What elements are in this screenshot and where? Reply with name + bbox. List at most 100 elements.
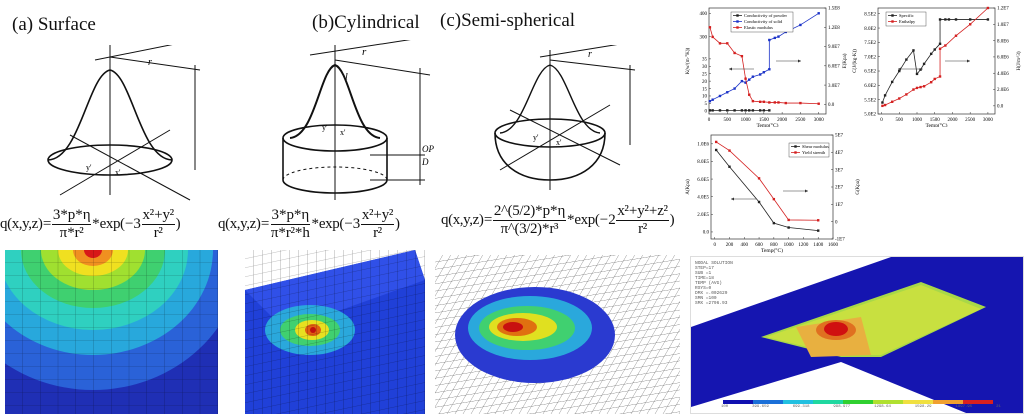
x-tick-label: 3000 <box>814 118 825 123</box>
formula-close: ) <box>175 216 181 232</box>
data-point <box>733 51 736 55</box>
data-point <box>938 75 942 78</box>
conductivity-modulus-chart: 0 500 1000 1500 2000 2500 3000 0 5 10 15 20 25 30 35 30… <box>686 7 848 127</box>
x-tick-label: 200 <box>726 243 734 248</box>
simulation-info-line: TIME=18 <box>695 276 714 281</box>
data-point <box>933 77 936 81</box>
data-point <box>758 100 762 103</box>
data-point <box>912 49 915 52</box>
x-tick-label: 1600 <box>828 243 839 248</box>
x-tick-label: 2000 <box>947 118 958 123</box>
data-point <box>947 18 951 21</box>
y2-tick-label: 1.0E7 <box>997 23 1009 28</box>
x-tick-label: 400 <box>741 243 749 248</box>
legend-label: Enthalpy <box>899 19 916 24</box>
depth-label: D <box>421 157 429 167</box>
legend-swatch <box>783 400 813 404</box>
data-point <box>905 93 908 96</box>
data-point <box>938 47 942 50</box>
data-point <box>728 165 731 168</box>
y-label: y' <box>86 163 92 172</box>
data-point <box>773 36 777 40</box>
formula-exp-numerator: x² + y² <box>360 207 394 225</box>
data-point <box>751 75 755 78</box>
formula-denominator: π^(3/2) * r³ <box>500 221 559 237</box>
x-tick-label: 800 <box>770 243 778 248</box>
x-label: x' <box>340 128 346 137</box>
data-point <box>744 109 747 112</box>
data-point <box>740 79 744 83</box>
legend-swatch <box>843 400 873 404</box>
y2-tick-label: 1.2E8 <box>828 26 840 31</box>
x-tick-label: 500 <box>896 118 904 123</box>
formula-exp: * exp( − 3 <box>311 216 360 232</box>
data-point <box>758 73 762 76</box>
shear-yield-chart: 0 200 400 600 800 1000 1200 1400 1600 0.0 2.0E5 4.0… <box>686 134 861 254</box>
panel-c-label: (c)Semi-spherical <box>440 10 576 31</box>
panel-b-label: (b)Cylindrical <box>312 12 420 33</box>
legend-swatch <box>903 400 933 404</box>
y2-tick-label: 4E7 <box>835 151 844 156</box>
x-tick-label: 2500 <box>965 118 976 123</box>
data-point <box>890 80 894 84</box>
data-point <box>762 100 766 103</box>
left-arrow-head <box>731 197 734 201</box>
x-tick-label: 1000 <box>912 118 923 123</box>
formula-numerator: 3 * p * η <box>270 207 310 225</box>
x-tick-label: 1500 <box>930 118 941 123</box>
x-tick-label: 500 <box>724 118 732 123</box>
data-point <box>919 68 922 71</box>
panel-a-label: (a) Surface <box>12 14 96 35</box>
x-tick-label: 600 <box>755 243 763 248</box>
data-point <box>944 18 947 21</box>
data-point <box>744 77 747 80</box>
legend-swatch <box>933 400 963 404</box>
data-point <box>708 109 712 112</box>
radius-label: r <box>362 46 367 58</box>
data-point <box>708 26 712 29</box>
formula-exp-numerator: x² + y² <box>141 207 175 225</box>
left-arrow-head <box>729 67 732 71</box>
y-tick-label: 35 <box>702 58 708 63</box>
data-point <box>922 85 926 88</box>
formula-denominator: π * r² * h <box>270 225 310 241</box>
length-label: l <box>345 72 348 83</box>
simulation-model <box>691 257 1023 413</box>
semi-spherical-temperature-mesh <box>435 255 680 414</box>
legend-label: 21 <box>996 405 1001 409</box>
legend-box <box>730 11 794 33</box>
plot-frame <box>877 7 996 115</box>
data-point <box>762 71 766 74</box>
y-axis-label: K(w/(m·°K)) <box>686 47 691 74</box>
x-axis-label: Temp(°C) <box>757 122 779 127</box>
data-point <box>726 109 729 112</box>
x-label: x' <box>556 138 562 147</box>
simulation-info-line: SUB =1 <box>695 271 712 276</box>
formula-numerator: 3 * p * η <box>51 207 92 225</box>
data-point <box>883 103 887 107</box>
simulation-info-line: RSYS=0 <box>695 286 712 291</box>
y2-tick-label: 0.0 <box>828 103 835 108</box>
data-point <box>748 109 751 112</box>
data-point <box>744 81 747 84</box>
data-point <box>772 197 776 201</box>
y-tick-label: 5.5E2 <box>864 98 876 103</box>
data-point <box>817 219 820 222</box>
data-point <box>912 88 915 91</box>
y2-tick-label: 8.0E6 <box>997 39 1009 44</box>
y2-tick-label: 6.0E6 <box>997 56 1009 61</box>
data-point <box>881 101 884 104</box>
data-point <box>711 109 714 112</box>
data-point <box>968 23 972 26</box>
y2-tick-label: 9.0E7 <box>828 45 840 50</box>
data-point <box>708 99 712 103</box>
x-tick-label: 1000 <box>784 243 795 248</box>
x-tick-label: 0 <box>713 243 716 248</box>
legend-marker <box>794 145 797 148</box>
legend-marker <box>736 14 739 17</box>
cylindrical-temperature-mesh <box>245 250 425 414</box>
data-point <box>799 23 802 27</box>
color-legend-labels: 100 399.659 699.318 998.977 1298.64 1598.29 18… <box>721 405 1001 413</box>
data-point <box>733 109 736 112</box>
